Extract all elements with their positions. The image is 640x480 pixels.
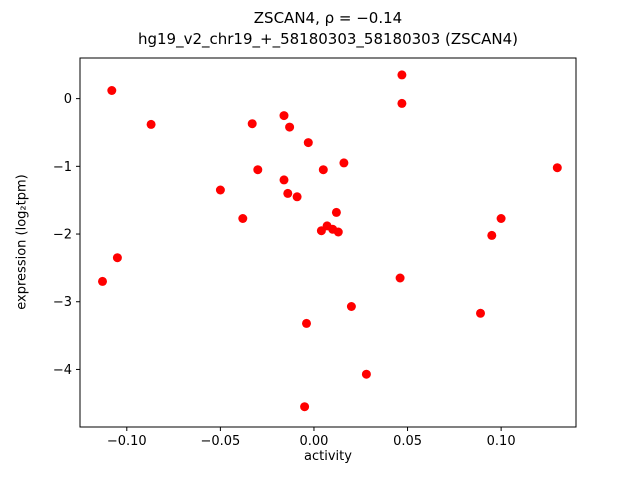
x-axis-tick-label: 0.00 <box>299 434 328 449</box>
data-point <box>292 192 302 202</box>
data-point <box>253 165 263 175</box>
data-point <box>496 214 506 223</box>
y-axis-label: expression (log₂tpm) <box>14 174 30 310</box>
x-axis-label: activity <box>304 449 352 464</box>
x-axis-tick-label: 0.05 <box>393 434 422 449</box>
data-point <box>107 86 117 95</box>
data-point <box>487 230 497 240</box>
data-point <box>318 165 328 175</box>
x-axis-tick-label: 0.10 <box>487 434 516 449</box>
data-point <box>98 276 107 286</box>
axes-frame <box>79 57 577 428</box>
data-point <box>397 70 407 80</box>
y-axis-tick-label: −2 <box>53 228 72 243</box>
data-point <box>279 111 289 121</box>
data-point <box>283 188 293 198</box>
y-axis-tick-label: −1 <box>53 160 72 175</box>
data-point <box>247 119 257 129</box>
data-point <box>397 98 407 108</box>
data-point <box>476 308 485 318</box>
data-point <box>112 253 122 263</box>
y-axis-tick-label: −4 <box>53 363 72 378</box>
data-point <box>146 119 156 129</box>
y-axis-tick-label: −3 <box>53 295 72 310</box>
chart-title: ZSCAN4, ρ = −0.14 <box>253 9 403 27</box>
data-point <box>333 227 343 237</box>
data-point <box>395 273 405 283</box>
data-point <box>331 207 341 217</box>
data-point <box>361 369 371 379</box>
data-point <box>285 122 295 132</box>
data-point <box>238 214 248 223</box>
chart-subtitle: hg19_v2_chr19_+_58180303_58180303 (ZSCAN… <box>137 30 519 48</box>
data-point <box>339 158 349 168</box>
x-axis-tick-label: −0.05 <box>200 434 240 449</box>
y-axis-tick-label: 0 <box>64 92 72 107</box>
data-point <box>302 318 311 328</box>
data-point <box>215 185 225 195</box>
data-point <box>303 138 313 148</box>
data-point <box>346 302 356 311</box>
data-point <box>552 163 562 173</box>
x-axis-tick-label: −0.10 <box>107 434 147 449</box>
chart-title-block: ZSCAN4, ρ = −0.14 hg19_v2_chr19_+_581803… <box>80 8 576 50</box>
data-point <box>300 402 310 412</box>
data-point <box>279 175 289 185</box>
